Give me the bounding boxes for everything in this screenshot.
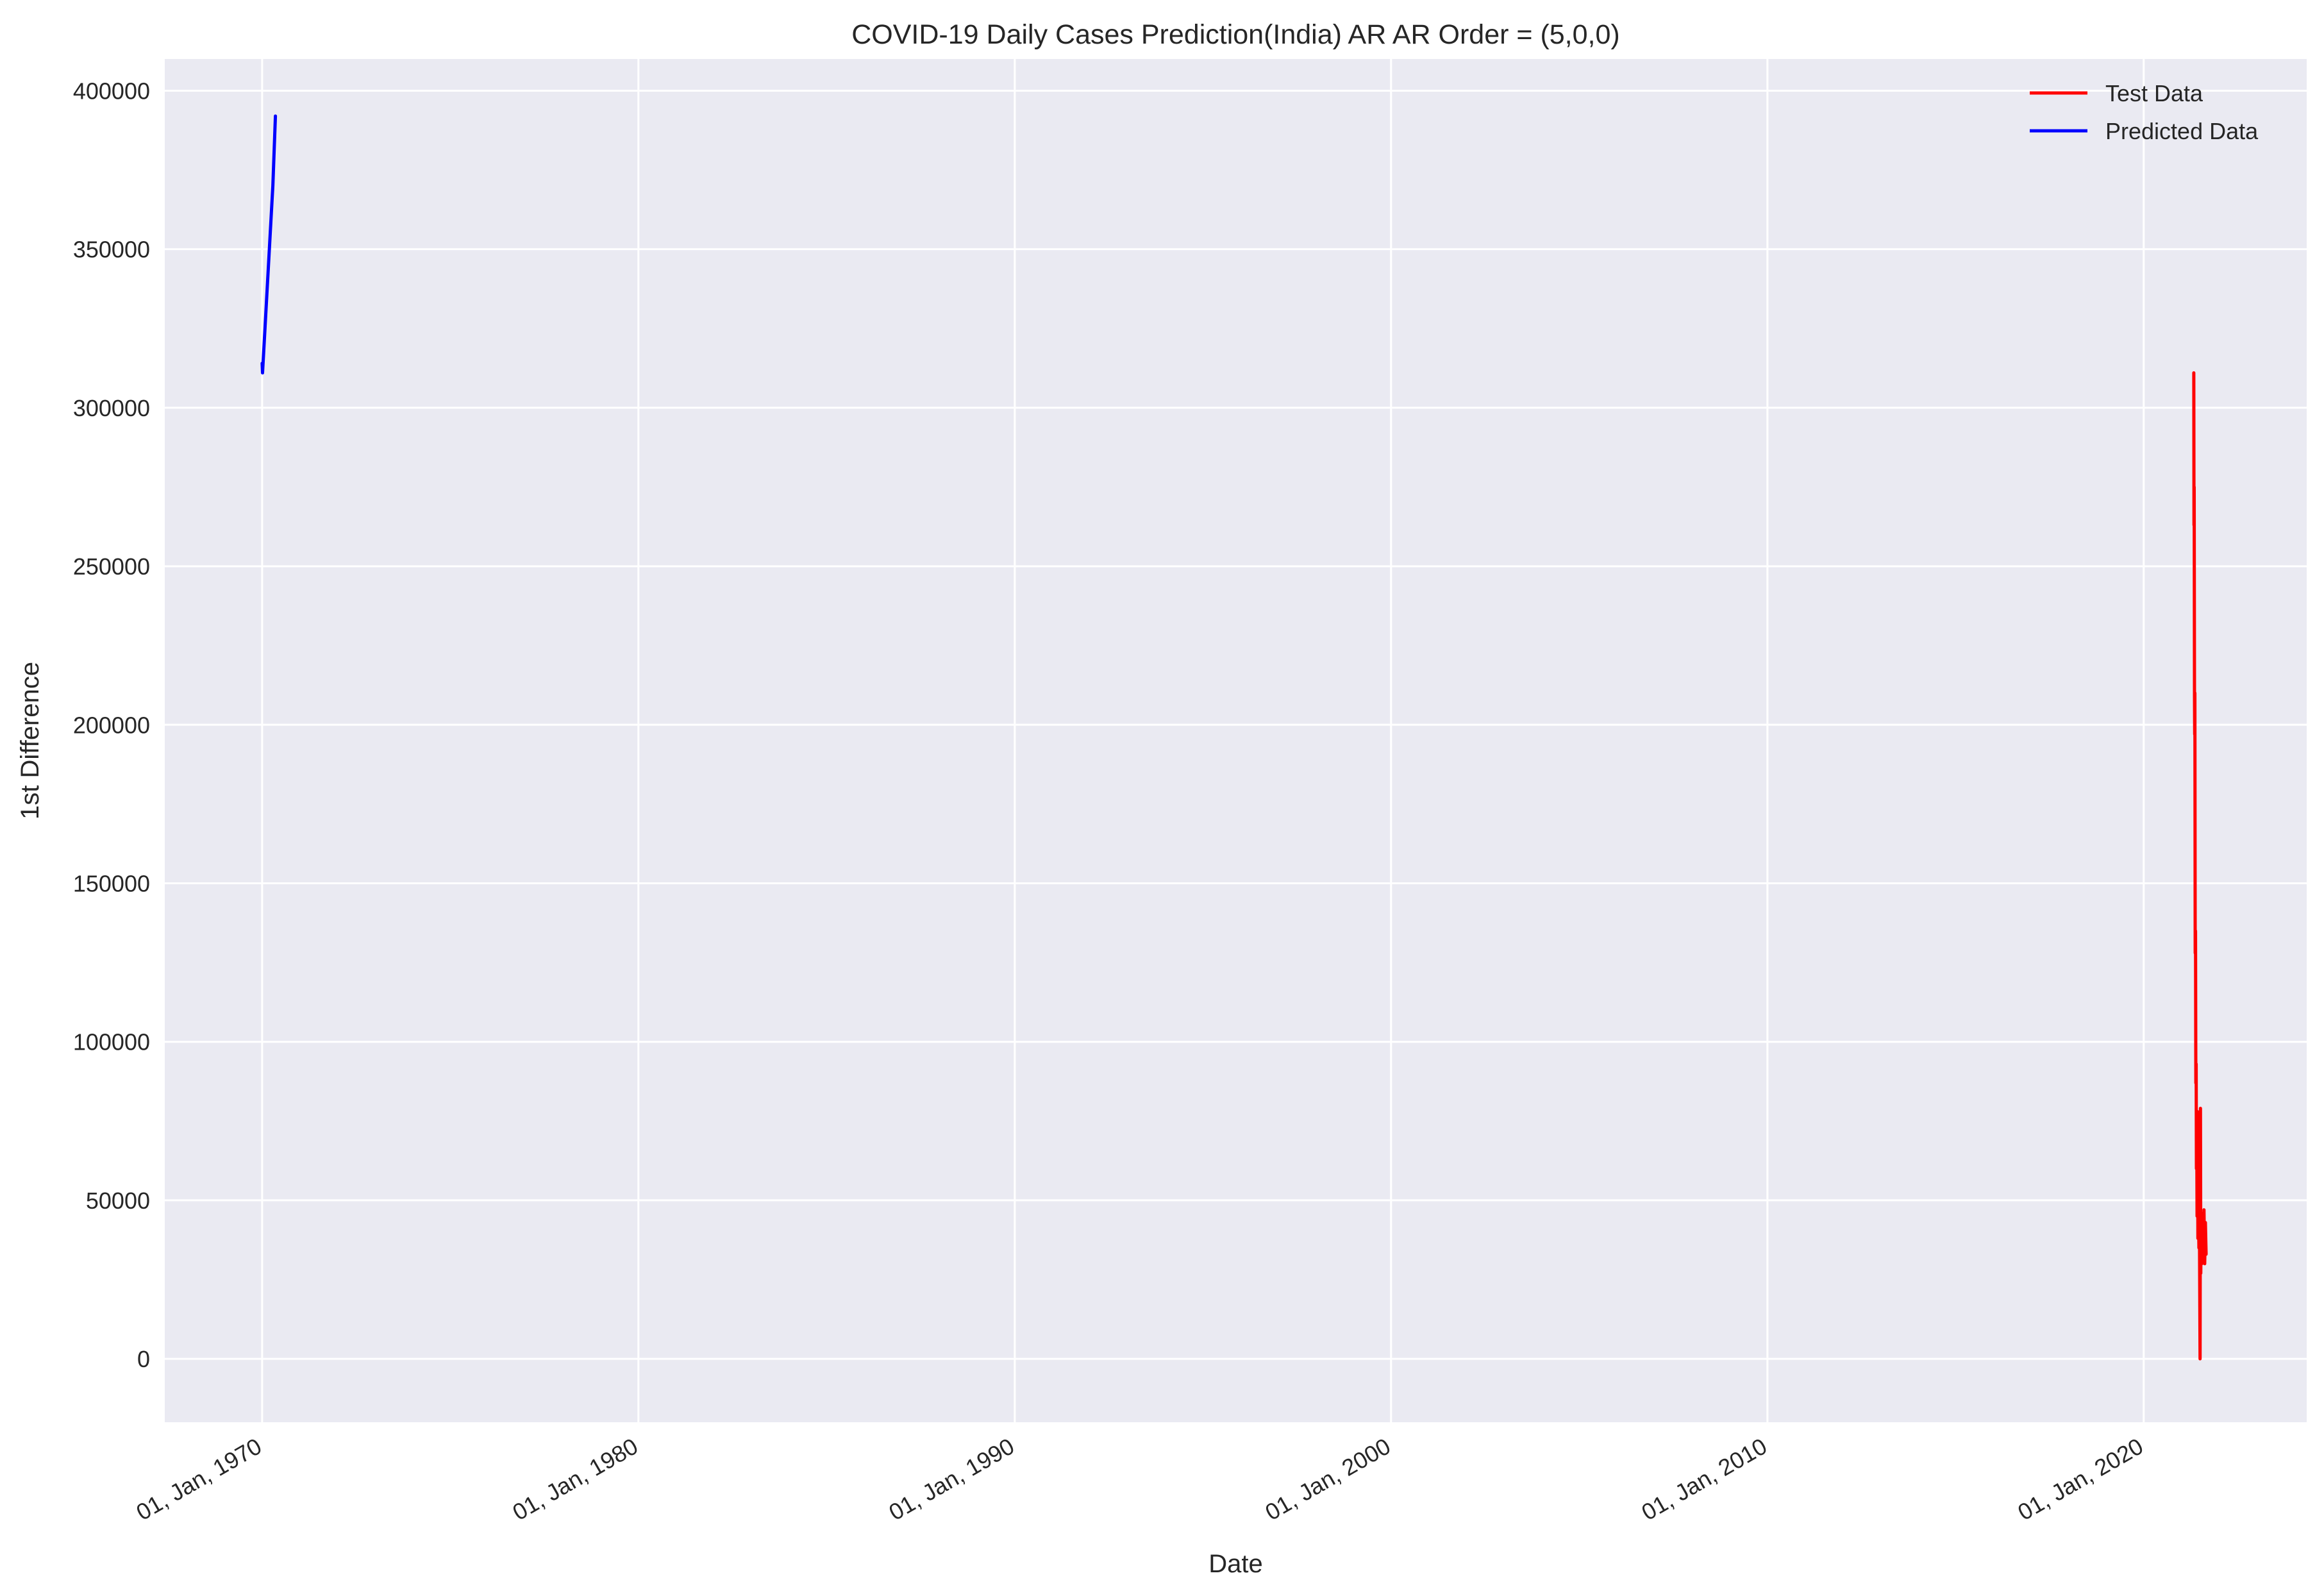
x-tick-label: 01, Jan, 1970 [131,1432,265,1525]
legend: Test Data Predicted Data [2030,80,2259,144]
x-grid [261,59,2145,1422]
series-line-predicted-data [260,114,278,374]
y-tick-labels: 0 50000 100000 150000 200000 250000 300000 3500… [73,78,150,1372]
x-tick-label: 01, Jan, 1990 [884,1432,1018,1525]
y-tick-label: 100000 [73,1029,150,1055]
x-tick-label: 01, Jan, 2020 [2013,1432,2147,1525]
x-tick-label: 01, Jan, 2000 [1260,1432,1394,1525]
x-tick-label: 01, Jan, 2010 [1637,1432,1771,1525]
y-tick-label: 150000 [73,870,150,896]
y-tick-label: 400000 [73,78,150,104]
y-tick-label: 50000 [86,1188,150,1214]
series-line-test-data [2192,371,2208,1361]
y-tick-label: 350000 [73,237,150,263]
y-axis-label: 1st Difference [16,662,44,819]
x-axis-label: Date [1208,1550,1263,1578]
legend-label-test-data: Test Data [2105,80,2203,106]
legend-label-predicted-data: Predicted Data [2105,118,2259,144]
y-tick-label: 0 [137,1346,150,1372]
chart-title: COVID-19 Daily Cases Prediction(India) A… [851,19,1619,50]
x-tick-labels: 01, Jan, 1970 01, Jan, 1980 01, Jan, 1990 0… [131,1432,2147,1525]
y-tick-label: 200000 [73,712,150,738]
x-tick-label: 01, Jan, 1980 [508,1432,642,1525]
y-grid [165,89,2307,1360]
y-tick-label: 250000 [73,553,150,580]
plot-background [165,59,2307,1422]
series-layer [260,114,2208,1361]
y-tick-label: 300000 [73,395,150,421]
